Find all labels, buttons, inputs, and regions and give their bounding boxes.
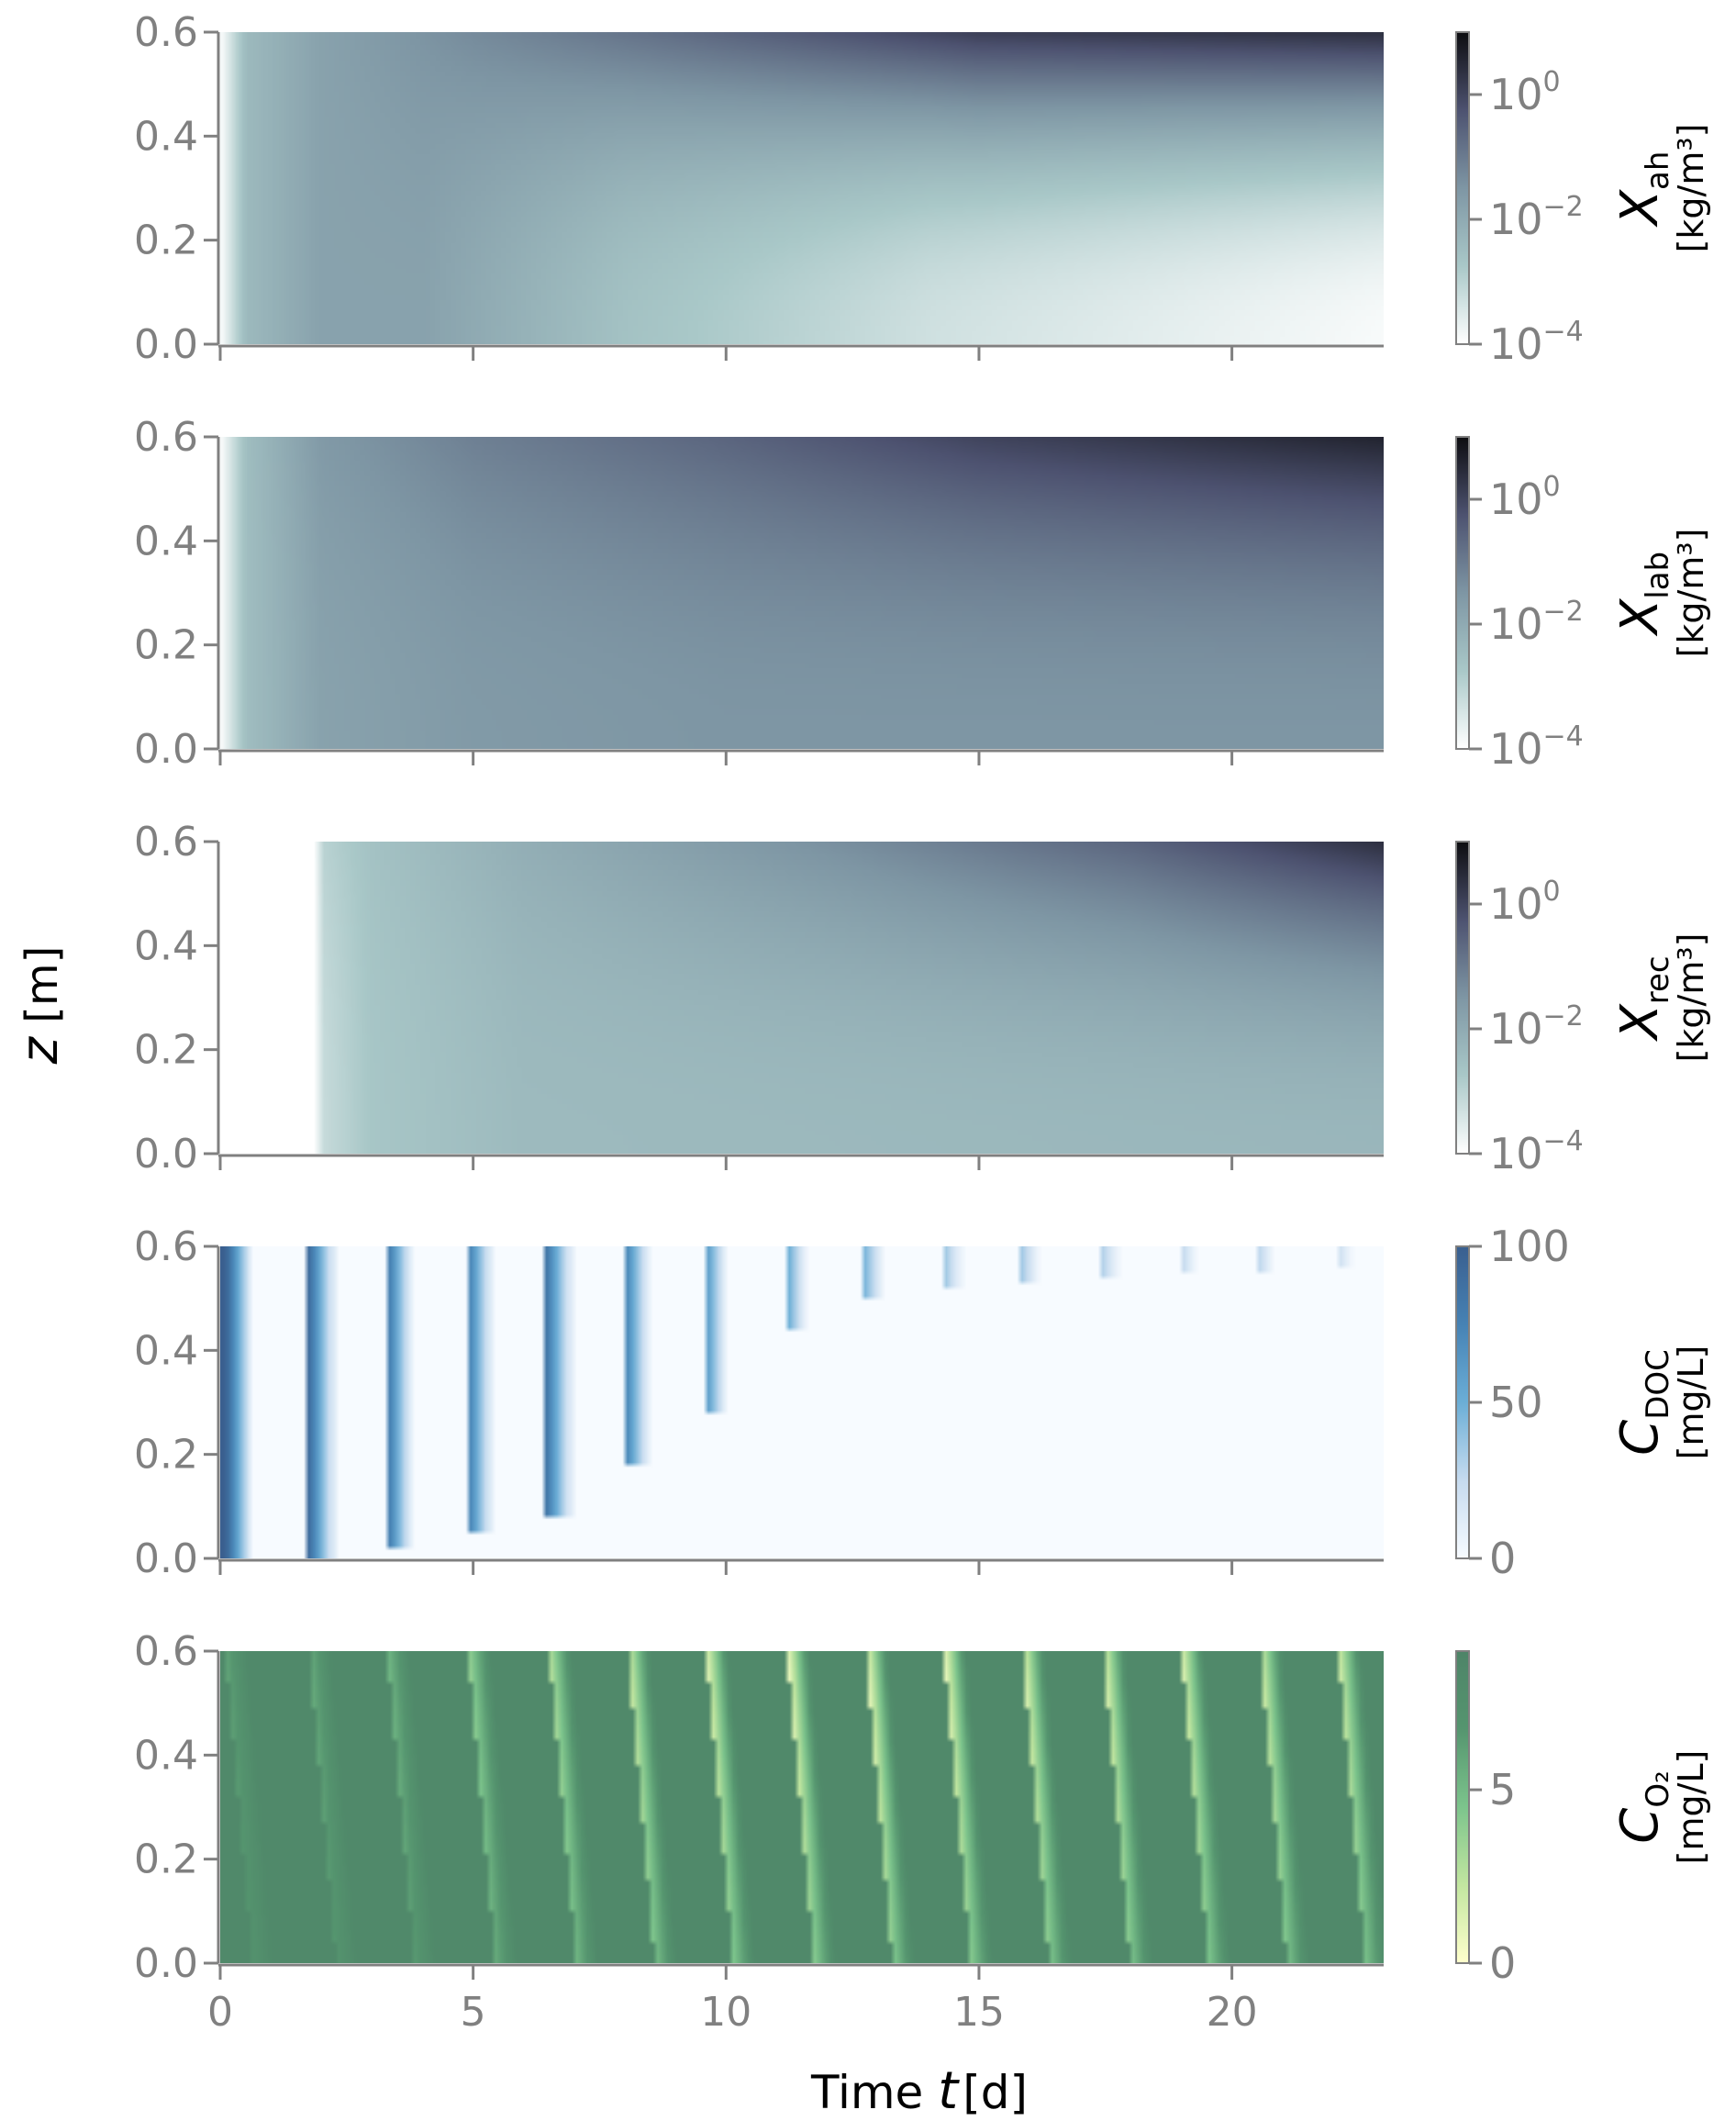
- y-tick-label: 0.0: [134, 321, 198, 368]
- colorbar-title: Xah[kg/m³]: [1610, 124, 1711, 253]
- panel-x-lab: 0.0 0.2 0.4 0.6 10−4 10−2 100 Xlab[kg/m³]: [134, 414, 1711, 774]
- heatmap-image: [220, 32, 1384, 344]
- colorbar-bar: [1455, 841, 1470, 1155]
- y-tick-label: 0.6: [134, 9, 198, 56]
- panel-x-rec: 0.0 0.2 0.4 0.6 10−4 10−2 100 Xrec[kg/m³]: [134, 819, 1711, 1178]
- heatmap-image: [220, 437, 1384, 749]
- x-axis-unit: [d]: [963, 2066, 1028, 2119]
- y-tick-label: 0.6: [134, 1628, 198, 1675]
- y-tick-label: 0.4: [134, 1732, 198, 1779]
- y-axis-symbol: z: [10, 1035, 70, 1065]
- x-axis-label: Time t [d]: [810, 2061, 1028, 2121]
- colorbar-tick-label: 100: [1489, 876, 1561, 929]
- x-tick-label: 0: [207, 1989, 233, 2036]
- colorbar-title: Xlab[kg/m³]: [1610, 529, 1711, 658]
- colorbar-bar: [1455, 436, 1470, 750]
- y-tick-label: 0.0: [134, 726, 198, 773]
- x-axis-symbol: t: [938, 2061, 960, 2121]
- colorbar-tick-label: 10−4: [1489, 1125, 1584, 1178]
- y-tick-label: 0.4: [134, 1327, 198, 1374]
- panels: 0.00.20.40.610−410−2100Xah[kg/m³]0.00.20…: [134, 9, 1711, 2036]
- colorbar: 0 50 100 CDOC[mg/L]: [1455, 1222, 1711, 1583]
- colorbar: 10−4 10−2 100 Xrec[kg/m³]: [1455, 841, 1711, 1178]
- colorbar-unit: [mg/L]: [1671, 1345, 1711, 1460]
- colorbar-tick-label: 100: [1489, 1222, 1570, 1271]
- x-axis-prefix: Time: [810, 2066, 938, 2119]
- colorbar-tick-label: 10−4: [1489, 316, 1584, 369]
- y-tick-label: 0.6: [134, 1223, 198, 1270]
- colorbar-tick-label: 10−2: [1489, 191, 1584, 244]
- y-tick-label: 0.4: [134, 518, 198, 564]
- heatmap-image: [220, 1246, 1384, 1558]
- panel-c-o2: 0.0 0.2 0.4 0.6 0 5 10 15 20 0 5 CO₂[mg/L]: [134, 1628, 1711, 2036]
- colorbar-tick-label: 10−4: [1489, 720, 1584, 774]
- y-tick-label: 0.2: [134, 1836, 198, 1883]
- y-tick-label: 0.6: [134, 414, 198, 461]
- y-tick-label: 0.0: [134, 1535, 198, 1582]
- colorbar: 0 5 CO₂[mg/L]: [1455, 1650, 1711, 1988]
- heatmap-image: [220, 842, 1384, 1154]
- panel-x-ah: 0.0 0.2 0.4 0.6 10−4 10−2 100 Xah[kg/m³]: [134, 9, 1711, 369]
- colorbar-tick-label: 100: [1489, 471, 1561, 524]
- x-tick-label: 5: [461, 1989, 486, 2036]
- colorbar-unit: [kg/m³]: [1671, 124, 1711, 253]
- colorbar-tick-label: 10−2: [1489, 596, 1584, 649]
- y-axis-label: z [m]: [10, 946, 70, 1066]
- y-tick-label: 0.0: [134, 1940, 198, 1987]
- y-axis-unit: [m]: [17, 946, 68, 1023]
- colorbar-tick-label: 0: [1489, 1534, 1516, 1583]
- y-tick-label: 0.2: [134, 218, 198, 264]
- colorbar-tick-label: 50: [1489, 1378, 1543, 1427]
- colorbar-bar: [1455, 31, 1470, 345]
- colorbar-bar: [1455, 1650, 1470, 1964]
- y-tick-label: 0.4: [134, 922, 198, 969]
- colorbar-tick-label: 10−2: [1489, 1000, 1584, 1054]
- colorbar-tick-label: 100: [1489, 66, 1561, 119]
- y-tick-label: 0.4: [134, 113, 198, 160]
- y-tick-label: 0.2: [134, 622, 198, 669]
- colorbar-title: Xrec[kg/m³]: [1610, 933, 1711, 1063]
- y-tick-label: 0.2: [134, 1027, 198, 1074]
- colorbar-bar: [1455, 1245, 1470, 1559]
- svg-text:z [m]: z [m]: [10, 946, 70, 1066]
- colorbar-title: CDOC[mg/L]: [1610, 1345, 1711, 1460]
- colorbar-quantity: CO₂: [1610, 1770, 1676, 1844]
- colorbar: 10−4 10−2 100 Xlab[kg/m³]: [1455, 436, 1711, 774]
- colorbar-tick-label: 5: [1489, 1765, 1516, 1814]
- colorbar-unit: [mg/L]: [1671, 1750, 1711, 1865]
- y-tick-label: 0.6: [134, 819, 198, 865]
- x-tick-label: 15: [953, 1989, 1005, 2036]
- heatmap-image: [220, 1651, 1384, 1963]
- colorbar-unit: [kg/m³]: [1671, 933, 1711, 1063]
- x-tick-label: 10: [700, 1989, 751, 2036]
- colorbar-title: CO₂[mg/L]: [1610, 1750, 1711, 1865]
- colorbar-quantity: Xlab: [1610, 552, 1676, 637]
- panel-c-doc: 0.0 0.2 0.4 0.6 0 50 100 CDOC[mg/L]: [134, 1222, 1711, 1583]
- y-tick-label: 0.2: [134, 1432, 198, 1479]
- y-tick-label: 0.0: [134, 1131, 198, 1178]
- colorbar-tick-label: 0: [1489, 1938, 1516, 1988]
- colorbar-quantity: CDOC: [1610, 1349, 1676, 1456]
- x-tick-label: 20: [1207, 1989, 1258, 2036]
- colorbar: 10−4 10−2 100 Xah[kg/m³]: [1455, 31, 1711, 369]
- colorbar-unit: [kg/m³]: [1671, 529, 1711, 658]
- colorbar-quantity: Xah: [1610, 151, 1676, 229]
- colorbar-quantity: Xrec: [1610, 955, 1676, 1042]
